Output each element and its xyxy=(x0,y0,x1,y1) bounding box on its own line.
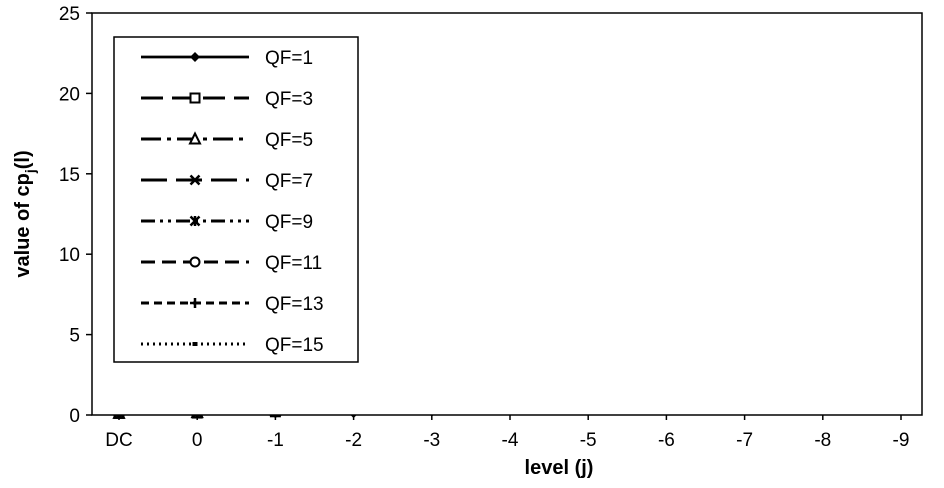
y-tick-label: 15 xyxy=(59,165,80,186)
legend-label: QF=3 xyxy=(265,89,313,110)
legend-marker xyxy=(190,298,200,308)
x-tick-label: 0 xyxy=(192,430,203,451)
legend-marker xyxy=(189,92,201,104)
legend-marker xyxy=(189,215,201,227)
legend-marker xyxy=(188,131,202,145)
x-tick-label: -8 xyxy=(814,430,831,451)
legend-item: QF=15 xyxy=(141,335,324,356)
legend-label: QF=1 xyxy=(265,48,313,69)
legend-label: QF=5 xyxy=(265,130,313,151)
legend-marker xyxy=(192,342,198,346)
y-tick-label: 5 xyxy=(69,326,80,347)
x-tick-label: -3 xyxy=(423,430,440,451)
y-tick-label: 20 xyxy=(59,84,80,105)
legend-marker xyxy=(190,52,200,62)
x-tick-label: -1 xyxy=(267,430,284,451)
legend-item: QF=3 xyxy=(141,89,313,110)
x-tick-label: -9 xyxy=(893,430,910,451)
legend: QF=1 QF=3 QF=5 QF=7 QF=9 QF=11 QF=13 QF=15 xyxy=(113,36,359,363)
legend-item: QF=5 xyxy=(141,130,313,151)
y-tick-label: 10 xyxy=(59,245,80,266)
legend-label: QF=13 xyxy=(265,294,324,315)
legend-item: QF=11 xyxy=(141,253,322,274)
x-axis-title: level (j) xyxy=(525,457,594,479)
legend-label: QF=7 xyxy=(265,171,313,192)
legend-item: QF=13 xyxy=(141,294,324,315)
x-tick-label: -6 xyxy=(658,430,675,451)
x-tick-label: DC xyxy=(105,430,132,451)
legend-item: QF=7 xyxy=(141,171,313,192)
x-tick-label: -4 xyxy=(502,430,519,451)
y-tick-label: 25 xyxy=(59,4,80,25)
x-tick-label: -2 xyxy=(345,430,362,451)
legend-label: QF=15 xyxy=(265,335,324,356)
legend-marker xyxy=(189,174,201,186)
legend-item: QF=1 xyxy=(141,48,313,69)
legend-item: QF=9 xyxy=(141,212,313,233)
x-tick-label: -7 xyxy=(736,430,753,451)
x-tick-label: -5 xyxy=(580,430,597,451)
y-tick-label: 0 xyxy=(69,406,80,427)
legend-marker xyxy=(189,256,201,268)
legend-label: QF=9 xyxy=(265,212,313,233)
y-axis-title: value of cpj(l) xyxy=(12,150,38,277)
legend-label: QF=11 xyxy=(265,253,322,274)
legend-box xyxy=(113,36,359,363)
